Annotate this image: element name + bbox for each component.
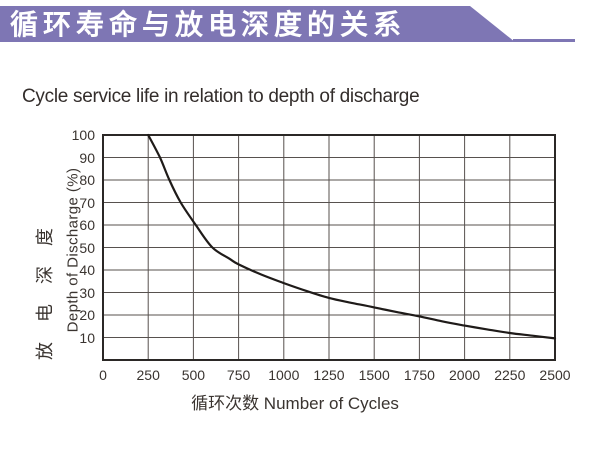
y-axis-label-chinese: 放电深度 [35,208,55,360]
y-tick-label: 90 [79,149,95,166]
y-tick-label: 100 [71,127,95,143]
y-tick-label: 60 [79,217,95,233]
chart-title: Cycle service life in relation to depth … [22,86,420,107]
x-tick-label: 2250 [494,367,526,383]
x-tick-label: 0 [99,367,107,383]
x-tick-label: 500 [181,367,206,383]
y-axis-label-english: Depth of Discharge (%) [64,167,82,333]
x-tick-label: 1250 [313,367,345,383]
x-tick-label: 250 [136,367,160,383]
cycle-life-curve [147,133,557,340]
y-tick-label: 40 [79,262,95,278]
banner-bar [0,6,515,42]
plot-border [102,134,556,361]
y-tick-label: 10 [79,329,95,346]
x-tick-label: 750 [226,367,251,383]
x-axis-label: 循环次数 Number of Cycles [191,394,399,413]
y-tick-label: 20 [79,307,95,323]
x-tick-label: 1500 [358,367,390,383]
y-tick-label: 70 [79,194,95,211]
y-tick-label: 80 [79,172,95,188]
header-banner: 循环寿命与放电深度的关系 [0,0,600,46]
banner-underline [513,39,575,42]
x-tick-label: 1000 [268,367,300,383]
x-tick-label: 2500 [539,367,571,383]
x-tick-label: 1750 [403,367,435,383]
banner-shape [0,6,575,42]
y-tick-label: 30 [79,284,95,301]
banner-title: 循环寿命与放电深度的关系 [10,9,407,40]
x-tick-label: 2000 [449,367,481,383]
y-tick-label: 50 [79,239,95,256]
